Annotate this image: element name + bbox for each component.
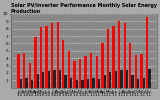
Bar bbox=[101, 43, 104, 88]
Bar bbox=[70, 78, 72, 88]
Bar bbox=[56, 22, 59, 88]
Bar bbox=[135, 55, 137, 88]
Bar bbox=[148, 69, 151, 88]
Bar bbox=[146, 17, 148, 88]
Bar bbox=[23, 53, 25, 88]
Bar bbox=[20, 79, 22, 88]
Bar bbox=[87, 79, 89, 88]
Bar bbox=[120, 70, 123, 88]
Bar bbox=[132, 76, 134, 88]
Bar bbox=[129, 43, 132, 88]
Bar bbox=[29, 63, 31, 88]
Bar bbox=[118, 21, 120, 88]
Bar bbox=[126, 70, 128, 88]
Bar bbox=[92, 78, 95, 88]
Bar bbox=[76, 80, 78, 88]
Bar bbox=[62, 40, 64, 88]
Bar bbox=[53, 70, 56, 88]
Bar bbox=[98, 79, 100, 88]
Bar bbox=[25, 78, 28, 88]
Bar bbox=[109, 72, 112, 88]
Bar bbox=[40, 27, 42, 88]
Bar bbox=[51, 22, 53, 88]
Bar bbox=[107, 29, 109, 88]
Bar bbox=[140, 54, 143, 88]
Bar bbox=[34, 37, 36, 88]
Bar bbox=[59, 70, 61, 88]
Bar bbox=[81, 80, 84, 88]
Bar bbox=[115, 71, 117, 88]
Bar bbox=[79, 59, 81, 88]
Bar bbox=[124, 22, 126, 88]
Bar bbox=[90, 53, 92, 88]
Bar bbox=[42, 72, 44, 88]
Bar bbox=[17, 54, 20, 88]
Bar bbox=[48, 71, 50, 88]
Bar bbox=[96, 56, 98, 88]
Bar bbox=[137, 79, 139, 88]
Bar bbox=[104, 76, 106, 88]
Bar bbox=[73, 61, 76, 88]
Bar bbox=[143, 78, 145, 88]
Text: Solar PV/Inverter Performance Monthly Solar Energy Production: Solar PV/Inverter Performance Monthly So… bbox=[11, 3, 157, 14]
Bar bbox=[84, 56, 87, 88]
Bar bbox=[64, 75, 67, 88]
Bar bbox=[112, 26, 115, 88]
Bar bbox=[36, 74, 39, 88]
Bar bbox=[45, 26, 48, 88]
Bar bbox=[68, 51, 70, 88]
Bar bbox=[31, 80, 33, 88]
